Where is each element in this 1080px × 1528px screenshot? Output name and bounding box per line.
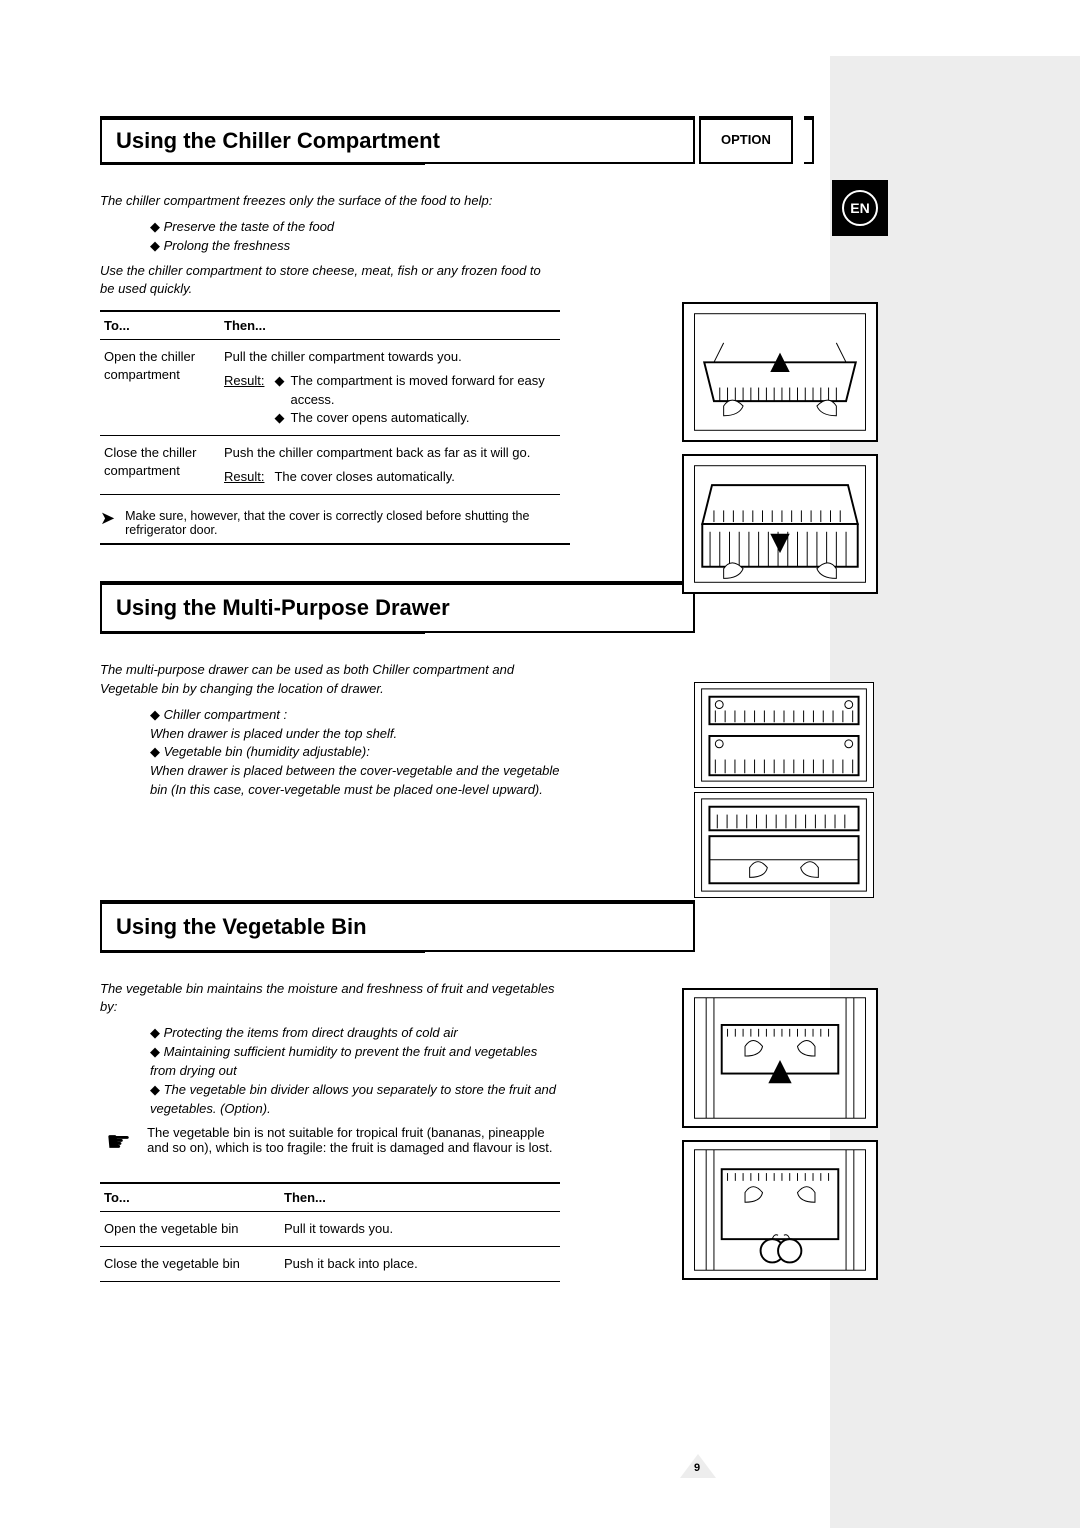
result-label: Result: <box>224 468 264 486</box>
section1-intro: The chiller compartment freezes only the… <box>100 192 550 210</box>
bullet: Vegetable bin (humidity adjustable): Whe… <box>150 743 560 800</box>
bullet: The compartment is moved forward for eas… <box>274 372 556 408</box>
bullet: Maintaining sufficient humidity to preve… <box>150 1043 560 1081</box>
cell-then: Push it back into place. <box>280 1246 560 1281</box>
bullet-body: When drawer is placed between the cover-… <box>150 763 560 797</box>
note-arrow-icon: ➤ <box>100 509 115 527</box>
cell-then: Pull the chiller compartment towards you… <box>220 340 560 436</box>
illus-multi-bottom <box>694 792 874 898</box>
section2-title: Using the Multi-Purpose Drawer <box>116 595 679 621</box>
th-to: To... <box>100 311 220 340</box>
section3-warn: ☛ The vegetable bin is not suitable for … <box>100 1125 560 1158</box>
section1-subtext: Use the chiller compartment to store che… <box>100 262 550 298</box>
page-content: Using the Chiller Compartment OPTION The… <box>100 116 880 1290</box>
bullet-head: Chiller compartment : <box>164 707 288 722</box>
illus-veg-close <box>682 1140 878 1280</box>
th-then: Then... <box>220 311 560 340</box>
cell-to: Close the vegetable bin <box>100 1246 280 1281</box>
table-row: Open the vegetable bin Pull it towards y… <box>100 1211 560 1246</box>
section1-intro-bullets: Preserve the taste of the food Prolong t… <box>100 218 880 256</box>
th-then: Then... <box>280 1183 560 1212</box>
th-to: To... <box>100 1183 280 1212</box>
section1-title: Using the Chiller Compartment <box>116 128 440 154</box>
section2-intro: The multi-purpose drawer can be used as … <box>100 661 560 697</box>
warn-text: The vegetable bin is not suitable for tr… <box>147 1125 560 1155</box>
bullet: The vegetable bin divider allows you sep… <box>150 1081 560 1119</box>
section2-header: Using the Multi-Purpose Drawer <box>100 581 695 633</box>
manual-page: EN Using the Chiller Compartment OPTION … <box>0 0 1080 1528</box>
result-label: Result: <box>224 372 264 427</box>
result-text: The cover closes automatically. <box>274 468 454 486</box>
hand-point-icon: ☛ <box>100 1125 131 1158</box>
bullet: Preserve the taste of the food <box>150 218 880 237</box>
table-row: Close the chiller compartment Push the c… <box>100 436 560 495</box>
section1-header-wrap: Using the Chiller Compartment OPTION <box>100 116 880 164</box>
section3-header: Using the Vegetable Bin <box>100 900 695 952</box>
section1-header: Using the Chiller Compartment <box>100 116 695 164</box>
cell-to: Open the vegetable bin <box>100 1211 280 1246</box>
illus-multi-top <box>694 682 874 788</box>
illus-chiller-close <box>682 454 878 594</box>
illus-chiller-open <box>682 302 878 442</box>
bullet: Chiller compartment : When drawer is pla… <box>150 706 560 744</box>
bullet: Prolong the freshness <box>150 237 880 256</box>
section1-table: To... Then... Open the chiller compartme… <box>100 310 560 495</box>
section3-table: To... Then... Open the vegetable bin Pul… <box>100 1182 560 1282</box>
table-row: Open the chiller compartment Pull the ch… <box>100 340 560 436</box>
section2-bullets: Chiller compartment : When drawer is pla… <box>100 706 560 800</box>
cell-to: Close the chiller compartment <box>100 436 220 495</box>
header-tick <box>804 116 814 164</box>
note-text: Make sure, however, that the cover is co… <box>125 509 570 537</box>
section3-bullets: Protecting the items from direct draught… <box>100 1024 560 1118</box>
illus-veg-open <box>682 988 878 1128</box>
bullet-head: Vegetable bin (humidity adjustable): <box>164 744 370 759</box>
section3-title: Using the Vegetable Bin <box>116 914 679 940</box>
cell-to: Open the chiller compartment <box>100 340 220 436</box>
page-number: 9 <box>694 1462 700 1474</box>
bullet: Protecting the items from direct draught… <box>150 1024 560 1043</box>
section3-intro: The vegetable bin maintains the moisture… <box>100 980 570 1016</box>
then-text: Push the chiller compartment back as far… <box>224 445 530 460</box>
cell-then: Pull it towards you. <box>280 1211 560 1246</box>
bullet: The cover opens automatically. <box>274 409 556 427</box>
result-bullets: The compartment is moved forward for eas… <box>274 372 556 427</box>
section1-note: ➤ Make sure, however, that the cover is … <box>100 503 570 545</box>
bullet-body: When drawer is placed under the top shel… <box>150 726 397 741</box>
option-badge: OPTION <box>699 116 793 164</box>
then-text: Pull the chiller compartment towards you… <box>224 349 462 364</box>
table-row: Close the vegetable bin Push it back int… <box>100 1246 560 1281</box>
cell-then: Push the chiller compartment back as far… <box>220 436 560 495</box>
